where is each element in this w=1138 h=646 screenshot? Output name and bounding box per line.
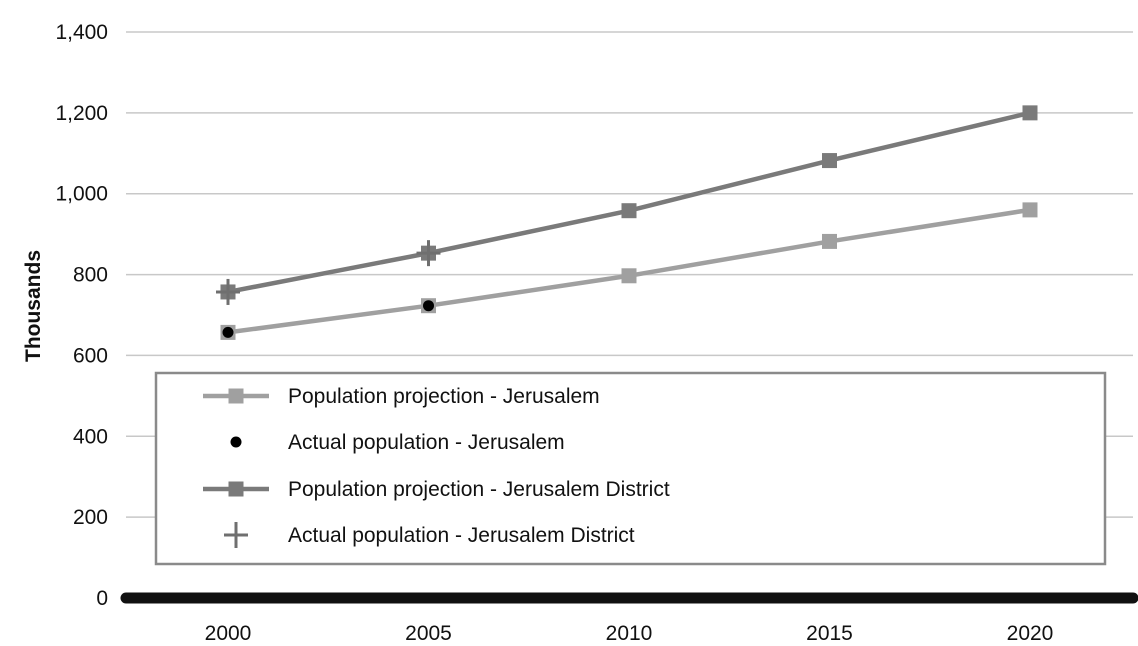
series-1 xyxy=(222,300,434,338)
series-3 xyxy=(216,240,441,305)
legend-label: Actual population - Jerusalem District xyxy=(288,524,635,547)
square-marker xyxy=(1022,105,1038,121)
dot-marker xyxy=(423,300,434,312)
x-tick-label: 2015 xyxy=(806,622,853,645)
legend-box xyxy=(154,371,1107,566)
x-axis-tick-labels: 2000 2005 2010 2015 2020 xyxy=(205,622,1054,645)
legend-item: Population projection - Jerusalem xyxy=(203,385,600,408)
x-tick-label: 2000 xyxy=(205,622,252,645)
square-marker xyxy=(621,268,637,284)
y-tick-label: 1,200 xyxy=(55,102,108,125)
legend-plus-marker xyxy=(224,522,248,548)
legend-square-marker xyxy=(228,481,244,497)
y-tick-label: 200 xyxy=(73,506,108,529)
square-marker xyxy=(621,203,637,219)
plus-marker xyxy=(416,240,441,267)
square-marker xyxy=(822,153,837,169)
square-marker xyxy=(1022,202,1038,218)
x-tick-label: 2020 xyxy=(1007,622,1054,645)
plus-marker xyxy=(216,278,240,305)
square-marker xyxy=(822,233,837,249)
y-axis-title: Thousands xyxy=(22,250,45,362)
legend-item: Actual population - Jerusalem District xyxy=(224,522,635,548)
legend-item: Population projection - Jerusalem Distri… xyxy=(203,478,670,501)
y-tick-label: 400 xyxy=(73,425,108,448)
y-axis-tick-labels: 0 200 400 600 800 1,000 1,200 1,400 xyxy=(55,21,108,610)
series-line xyxy=(227,110,1031,295)
y-tick-label: 600 xyxy=(73,344,108,367)
plot-series xyxy=(216,105,1038,340)
legend-item: Actual population - Jerusalem xyxy=(230,431,565,454)
legend-square-marker xyxy=(228,388,244,404)
legend-dot-marker xyxy=(230,436,242,448)
y-tick-label: 1,000 xyxy=(55,183,108,206)
x-tick-label: 2005 xyxy=(405,622,452,645)
legend: Population projection - Jerusalem Actual … xyxy=(154,371,1107,566)
y-tick-label: 0 xyxy=(96,587,108,610)
x-tick-label: 2010 xyxy=(606,622,653,645)
y-tick-label: 1,400 xyxy=(55,21,108,44)
legend-label: Population projection - Jerusalem Distri… xyxy=(288,478,670,501)
legend-label: Actual population - Jerusalem xyxy=(288,431,565,454)
y-tick-label: 800 xyxy=(73,264,108,287)
dot-marker xyxy=(222,326,234,338)
legend-label: Population projection - Jerusalem xyxy=(288,385,600,408)
